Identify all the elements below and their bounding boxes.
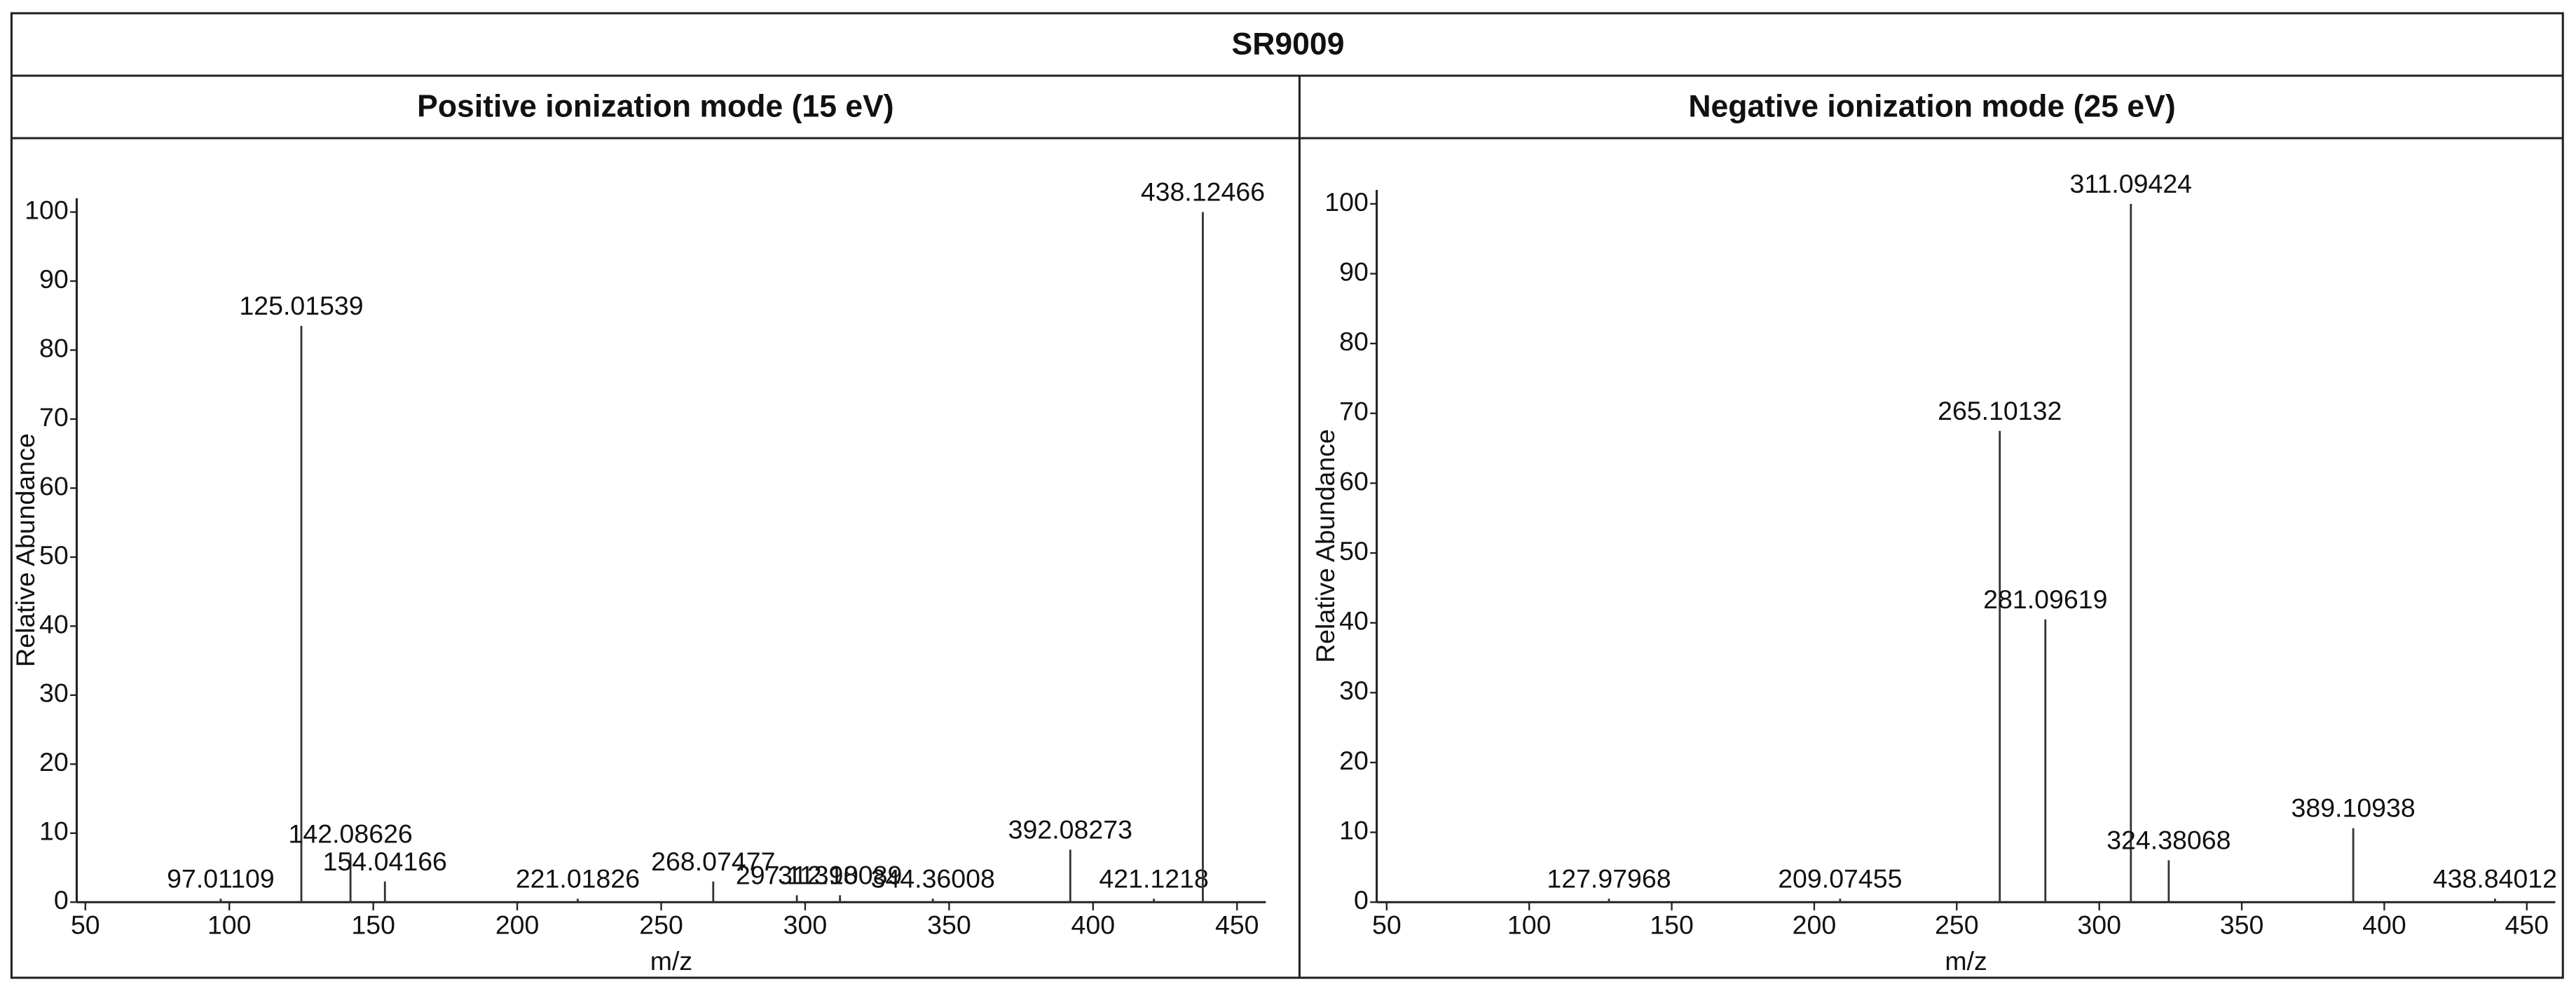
peak-label: 154.04166: [323, 847, 447, 876]
y-tick-label: 40: [1339, 606, 1369, 636]
x-tick-label: 250: [639, 910, 683, 939]
y-tick-label: 40: [39, 609, 69, 638]
y-tick-label: 30: [1339, 676, 1369, 705]
y-tick-label: 100: [25, 195, 69, 224]
x-tick-label: 100: [1507, 910, 1551, 939]
x-tick-label: 450: [1215, 910, 1259, 939]
peak-label: 311.09424: [2070, 169, 2192, 198]
peak-label: 392.08273: [1008, 815, 1132, 845]
y-tick-label: 90: [1339, 257, 1369, 286]
peak-label: 344.36008: [871, 863, 995, 893]
y-tick-label: 30: [39, 678, 69, 708]
y-tick-label: 50: [1339, 536, 1369, 566]
y-tick-label: 80: [39, 333, 69, 362]
peak-label: 438.12466: [1141, 177, 1265, 207]
x-tick-label: 350: [927, 910, 971, 939]
y-tick-label: 50: [39, 540, 69, 570]
x-tick-label: 100: [207, 910, 252, 939]
panel-title: Positive ionization mode (15 eV): [417, 90, 893, 124]
y-tick-label: 20: [1339, 746, 1369, 775]
x-tick-label: 450: [2505, 910, 2549, 939]
x-tick-label: 50: [71, 910, 100, 939]
x-tick-label: 50: [1372, 910, 1402, 939]
x-tick-label: 200: [1793, 910, 1837, 939]
x-tick-label: 300: [2077, 910, 2121, 939]
peak-label: 127.97968: [1547, 863, 1671, 893]
panel-title: Negative ionization mode (25 eV): [1688, 90, 2175, 124]
y-tick-label: 10: [1339, 816, 1369, 845]
y-tick-label: 80: [1339, 327, 1369, 356]
y-tick-label: 60: [1339, 466, 1369, 496]
x-tick-label: 150: [351, 910, 395, 939]
peak-label: 324.38068: [2106, 826, 2231, 855]
y-tick-label: 10: [39, 816, 69, 846]
x-tick-label: 300: [783, 910, 828, 939]
y-tick-label: 0: [1354, 885, 1369, 915]
peak-label: 438.84012: [2433, 863, 2557, 893]
x-tick-label: 250: [1935, 910, 1979, 939]
peak-label: 281.09619: [1983, 585, 2107, 614]
peak-label: 142.08626: [289, 819, 413, 848]
figure-title: SR9009: [1232, 27, 1345, 62]
x-tick-label: 400: [1071, 910, 1116, 939]
peak-label: 389.10938: [2291, 793, 2415, 823]
x-axis-label: m/z: [1945, 946, 1987, 976]
y-tick-label: 70: [1339, 397, 1369, 426]
peak-label: 209.07455: [1778, 863, 1902, 893]
y-axis-label: Relative Abundance: [11, 433, 40, 667]
x-tick-label: 350: [2220, 910, 2264, 939]
peak-label: 125.01539: [239, 291, 363, 320]
peak-label: 97.01109: [167, 863, 275, 893]
peak-label: 265.10132: [1938, 396, 2062, 425]
y-tick-label: 70: [39, 402, 69, 432]
x-tick-label: 150: [1650, 910, 1694, 939]
x-tick-label: 400: [2362, 910, 2406, 939]
y-tick-label: 90: [39, 264, 69, 294]
y-tick-label: 60: [39, 471, 69, 500]
x-axis-label: m/z: [650, 946, 692, 976]
y-tick-label: 100: [1324, 187, 1369, 217]
outer-frame: [10, 12, 2564, 979]
peak-label: 312.10089: [778, 861, 902, 890]
peak-label: 221.01826: [516, 863, 640, 893]
x-tick-label: 200: [495, 910, 540, 939]
y-tick-label: 20: [39, 747, 69, 777]
y-axis-label: Relative Abundance: [1310, 429, 1340, 663]
y-tick-label: 0: [54, 885, 69, 915]
peak-label: 297.11398: [736, 861, 858, 890]
peak-label: 421.1218: [1099, 863, 1208, 893]
peak-label: 268.07477: [651, 847, 775, 876]
